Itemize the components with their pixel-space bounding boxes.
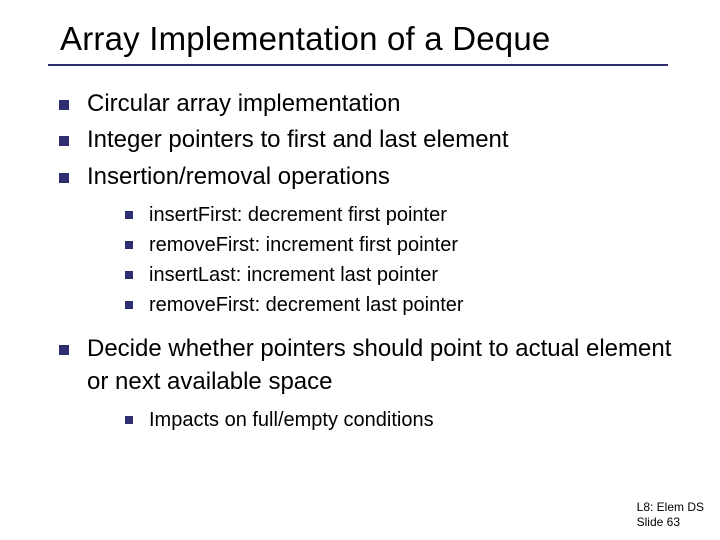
slide-body: Circular array implementation Integer po… [0, 66, 720, 434]
footer-line-2: Slide 63 [637, 515, 704, 530]
title-area: Array Implementation of a Deque [0, 0, 720, 58]
list-item: removeFirst: decrement last pointer [123, 291, 680, 319]
list-item-text: Insertion/removal operations [87, 163, 390, 190]
slide-footer: L8: Elem DS Slide 63 [637, 500, 704, 530]
list-item-text: Decide whether pointers should point to … [87, 335, 671, 394]
list-item: removeFirst: increment first pointer [123, 231, 680, 259]
list-item: Circular array implementation [55, 88, 680, 120]
list-item: Impacts on full/empty conditions [123, 406, 680, 434]
bullet-list-level2: Impacts on full/empty conditions [87, 406, 680, 434]
list-item: Insertion/removal operations insertFirst… [55, 161, 680, 319]
bullet-list-level1: Circular array implementation Integer po… [55, 88, 680, 434]
bullet-list-level2: insertFirst: decrement first pointer rem… [87, 201, 680, 319]
list-item: insertLast: increment last pointer [123, 261, 680, 289]
list-item: insertFirst: decrement first pointer [123, 201, 680, 229]
list-item: Integer pointers to first and last eleme… [55, 124, 680, 156]
slide-title: Array Implementation of a Deque [60, 20, 720, 58]
list-item: Decide whether pointers should point to … [55, 333, 680, 434]
footer-line-1: L8: Elem DS [637, 500, 704, 515]
slide: Array Implementation of a Deque Circular… [0, 0, 720, 540]
